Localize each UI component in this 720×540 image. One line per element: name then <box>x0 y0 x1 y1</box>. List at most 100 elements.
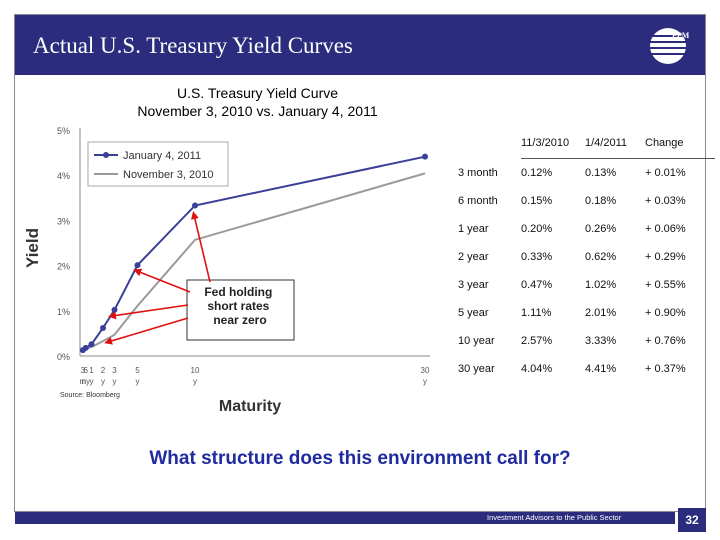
data-point <box>422 153 428 160</box>
table-cell: + 0.06% <box>645 223 686 235</box>
annotation-text: Fed holding short rates near zero <box>204 285 275 327</box>
x-tick-label: 2 <box>101 366 106 375</box>
ppm-logo-icon <box>650 28 686 64</box>
table-cell: 3 month <box>458 166 498 179</box>
x-tick-label: y <box>193 377 197 386</box>
table-row: 2 year 0.33% 0.62% + 0.29% <box>448 243 715 271</box>
table-header-cell <box>448 128 521 159</box>
table-cell: 0.47% <box>521 279 553 291</box>
table-row: 10 year 2.57% 3.33% + 0.76% <box>448 327 715 355</box>
table-cell: + 0.76% <box>645 335 686 347</box>
data-point <box>88 341 95 348</box>
chart-title: U.S. Treasury Yield Curve <box>176 85 339 101</box>
table-cell: 6 month <box>458 195 498 207</box>
table-cell: 4.04% <box>521 363 553 375</box>
legend-label: January 4, 2011 <box>123 150 201 162</box>
page-number: 32 <box>678 508 706 532</box>
data-point <box>82 344 89 351</box>
table-cell: 30 year <box>458 363 495 375</box>
source-note: Source: Bloomberg <box>60 392 120 399</box>
y-axis-label: Yield <box>23 228 42 268</box>
x-tick-label: y <box>101 377 105 386</box>
x-tick-label: y <box>136 377 140 386</box>
x-tick-label: 3 <box>81 366 86 375</box>
table-row: 5 year 1.11% 2.01% + 0.90% <box>448 299 715 327</box>
x-tick-label: ny <box>82 377 90 386</box>
table-cell: 0.13% <box>585 167 617 179</box>
legend-marker <box>103 152 109 158</box>
table-cell: 1 year <box>458 223 489 235</box>
table-cell: 5 year <box>458 307 489 319</box>
footer-text: Investment Advisors to the Public Sector <box>487 513 622 522</box>
data-point <box>100 324 106 331</box>
x-tick-label: 10 <box>191 366 200 375</box>
y-tick-label: 3% <box>57 216 70 226</box>
arrow-to-short-end <box>104 317 189 345</box>
x-tick-label: y <box>423 377 427 386</box>
x-tick-label: 30 <box>421 366 430 375</box>
table-row: 30 year 4.04% 4.41% + 0.37% <box>448 355 715 383</box>
table-cell: 1.11% <box>521 307 552 319</box>
y-tick-label: 0% <box>57 352 70 362</box>
table-cell: 0.20% <box>521 223 553 235</box>
x-tick-label: y <box>113 377 117 386</box>
table-header-cell: 11/3/2010 <box>521 128 585 159</box>
x-axis-label: Maturity <box>219 398 281 415</box>
slide-frame <box>14 14 706 512</box>
x-tick-label: 5 <box>135 366 140 375</box>
table-cell: 0.18% <box>585 195 617 207</box>
x-tick-label: y <box>90 377 94 386</box>
legend-box <box>87 141 229 187</box>
question-text: What structure does this environment cal… <box>149 448 571 469</box>
table-cell: 1.02% <box>585 279 617 291</box>
legend-label: November 3, 2010 <box>123 169 214 181</box>
yield-table: 11/3/2010 1/4/2011 Change 3 month 0.12% 0.… <box>448 128 715 383</box>
table-header-cell: 1/4/2011 <box>585 128 645 159</box>
x-tick-label: 1 <box>89 366 94 375</box>
data-point <box>192 202 198 209</box>
title-bar: Actual U.S. Treasury Yield Curves <box>15 15 705 75</box>
x-tick-label: 3 <box>112 366 117 375</box>
table-cell: 4.41% <box>585 363 617 375</box>
table-cell: 0.26% <box>585 223 617 235</box>
table-cell: 10 year <box>458 335 495 347</box>
footer-bar <box>15 512 675 524</box>
table-cell: 3 year <box>458 279 489 291</box>
x-tick-label: m <box>80 377 87 386</box>
table-cell: + 0.29% <box>645 251 686 263</box>
table-row: 3 month 0.12% 0.13% + 0.01% <box>448 159 715 188</box>
table-cell: 0.62% <box>585 251 617 263</box>
table-cell: 0.15% <box>521 195 553 207</box>
y-tick-label: 2% <box>57 262 70 272</box>
table-cell: 2.57% <box>521 335 553 347</box>
y-tick-label: 4% <box>57 171 70 181</box>
x-tick-label: 6 <box>84 366 89 375</box>
chart-title-block: U.S. Treasury Yield Curve November 3, 20… <box>100 84 415 120</box>
annotation-box: Fed holding short rates near zero <box>186 279 295 341</box>
logo-text: PPM <box>672 31 690 40</box>
slide-title: Actual U.S. Treasury Yield Curves <box>33 33 353 58</box>
table-cell: 0.33% <box>521 251 553 263</box>
table-cell: 0.12% <box>521 167 553 179</box>
table-cell: 2 year <box>458 251 489 263</box>
table-row: 1 year 0.20% 0.26% + 0.06% <box>448 215 715 243</box>
table-cell: + 0.37% <box>645 363 686 375</box>
chart-subtitle: November 3, 2010 vs. January 4, 2011 <box>137 103 378 119</box>
table-cell: + 0.01% <box>645 167 686 179</box>
data-point <box>134 262 141 269</box>
table-header-cell: Change <box>645 128 715 159</box>
table-cell: 3.33% <box>585 335 617 347</box>
y-tick-label: 5% <box>57 126 70 136</box>
table-cell: + 0.03% <box>645 195 686 207</box>
data-point <box>111 306 118 313</box>
table-cell: + 0.90% <box>645 307 686 319</box>
table-cell: + 0.55% <box>645 279 686 291</box>
arrow-to-10y <box>191 211 211 283</box>
table-cell: 2.01% <box>585 307 617 319</box>
y-tick-label: 1% <box>57 307 70 317</box>
table-row: 6 month 0.15% 0.18% + 0.03% <box>448 187 715 215</box>
arrow-to-5y <box>133 268 191 293</box>
arrow-to-2y <box>108 304 189 320</box>
table-row: 3 year 0.47% 1.02% + 0.55% <box>448 271 715 299</box>
